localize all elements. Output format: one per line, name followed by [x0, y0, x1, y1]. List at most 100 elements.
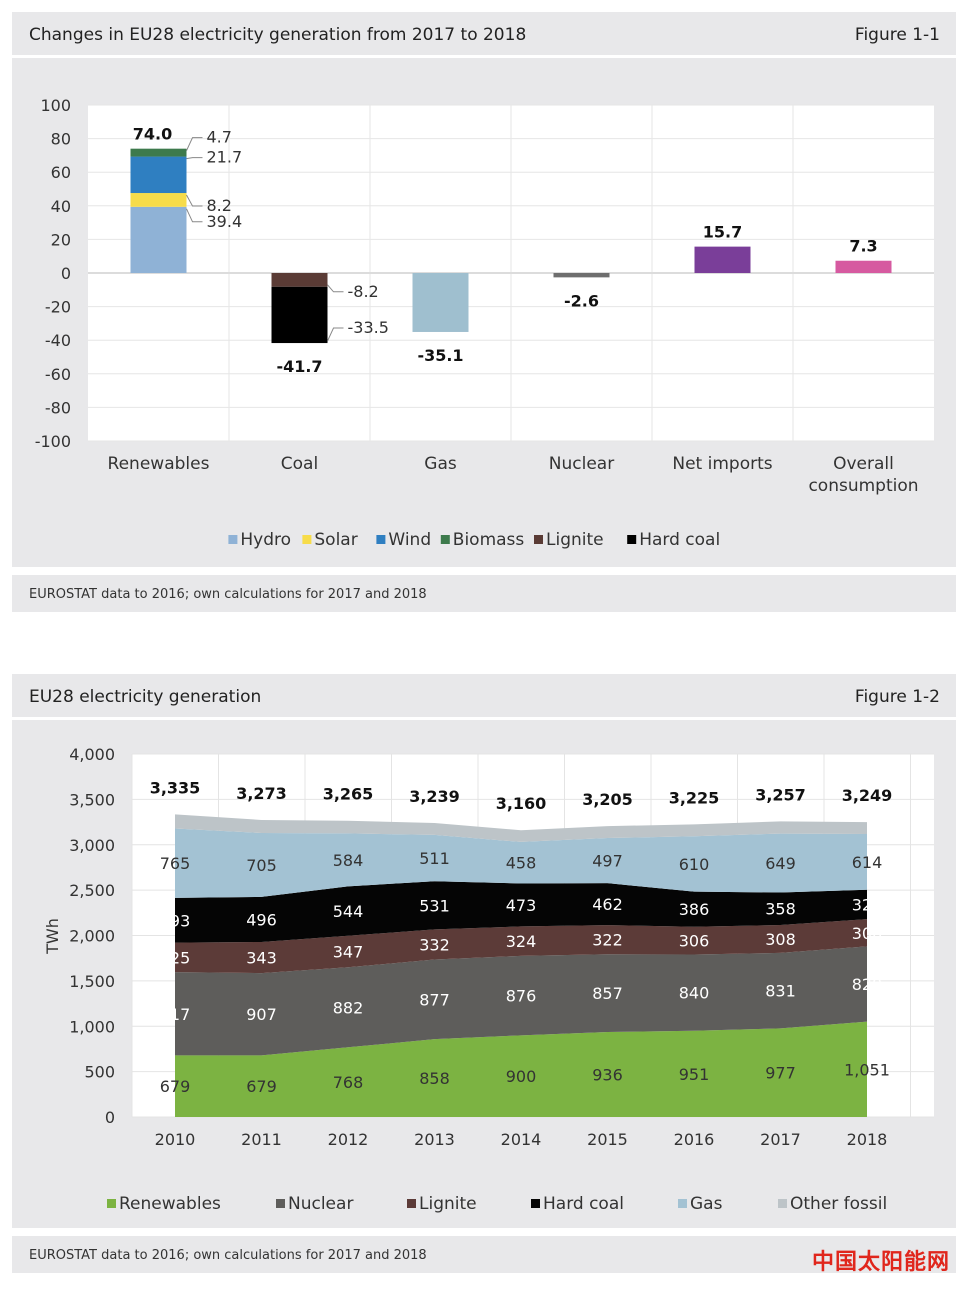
segment-value-label: 21.7 [207, 148, 243, 167]
legend-swatch [107, 1199, 116, 1208]
leader-line [327, 284, 344, 293]
area-value-label: 308 [765, 930, 796, 949]
y-tick-label: 3,000 [69, 836, 115, 855]
area-value-label: 306 [679, 932, 710, 951]
area-other-fossil [175, 814, 867, 842]
y-tick-label: 0 [61, 264, 71, 283]
area-value-label: 584 [333, 851, 364, 870]
area-value-label: 877 [419, 990, 450, 1009]
area-value-label: 473 [506, 896, 537, 915]
area-value-label: 458 [506, 854, 537, 873]
area-value-label: 324 [852, 895, 883, 914]
area-value-label: 496 [246, 910, 277, 929]
area-value-label: 876 [506, 987, 537, 1006]
figure2-label: Figure 1-2 [854, 687, 940, 707]
legend-label: Lignite [546, 530, 604, 550]
area-value-label: 347 [333, 943, 364, 962]
figure2-title: EU28 electricity generation [29, 687, 262, 707]
area-value-label: 614 [852, 853, 883, 872]
total-label: 3,265 [323, 785, 374, 804]
x-category-label: Net imports [672, 454, 772, 474]
total-label: 3,273 [236, 784, 287, 803]
area-value-label: 544 [333, 902, 364, 921]
total-label: 3,205 [582, 790, 633, 809]
legend-swatch [228, 535, 238, 544]
area-value-label: 325 [160, 948, 191, 967]
legend-swatch [302, 535, 312, 544]
area-value-label: 951 [679, 1065, 710, 1084]
area-value-label: 358 [765, 900, 796, 919]
y-tick-label: 4,000 [69, 745, 115, 764]
x-category-label: Gas [424, 454, 457, 474]
x-tick-label: 2018 [847, 1130, 888, 1149]
leader-line [327, 327, 344, 342]
area-nuclear [175, 946, 867, 1056]
legend-label: Nuclear [288, 1194, 353, 1214]
bar-segment-biomass [130, 148, 187, 157]
x-category-label: Coal [281, 454, 318, 474]
bar-segment-nuclear [553, 273, 610, 278]
area-lignite [175, 919, 867, 974]
area-value-label: 829 [852, 975, 883, 994]
segment-value-label: 8.2 [207, 196, 232, 215]
x-tick-label: 2010 [155, 1130, 196, 1149]
area-value-label: 343 [246, 949, 277, 968]
x-tick-label: 2016 [674, 1130, 715, 1149]
figure2-header: EU28 electricity generation Figure 1-2 [12, 674, 956, 720]
figure1-header: Changes in EU28 electricity generation f… [12, 12, 956, 58]
bar-total-label: 15.7 [703, 223, 742, 242]
bar-total-label: -41.7 [276, 357, 322, 376]
y-tick-label: 500 [84, 1063, 115, 1082]
segment-value-label: -33.5 [348, 318, 389, 337]
x-tick-label: 2013 [414, 1130, 455, 1149]
y-tick-label: 2,000 [69, 927, 115, 946]
legend-swatch [778, 1199, 787, 1208]
area-value-label: 705 [246, 856, 277, 875]
legend-swatch [678, 1199, 687, 1208]
area-value-label: 1,051 [844, 1060, 890, 1079]
area-chart: 4,000 3,500 3,000 2,500 2,000 1,500 1,000 500 0 T… [43, 745, 934, 1214]
legend-swatch [534, 535, 543, 544]
leader-line [186, 194, 203, 207]
figure1-label: Figure 1-1 [854, 25, 940, 45]
figure1-source: EUROSTAT data to 2016; own calculations … [29, 587, 427, 602]
area-value-label: 907 [246, 1005, 277, 1024]
watermark: 中国太阳能网 [811, 1250, 950, 1275]
bar-segment-gas [412, 273, 469, 332]
y-tick-label: 20 [51, 230, 71, 249]
area-value-label: 857 [592, 984, 623, 1003]
area-gas [175, 828, 867, 898]
bar-segment-solar [130, 193, 187, 207]
figure2-body: 4,000 3,500 3,000 2,500 2,000 1,500 1,000 500 0 T… [12, 720, 956, 1228]
area-value-label: 858 [419, 1069, 450, 1088]
segment-value-label: 4.7 [207, 128, 232, 147]
bar-total-label: -2.6 [564, 291, 599, 310]
leader-line [186, 157, 203, 160]
legend-label: Lignite [419, 1194, 477, 1214]
area-value-label: 649 [765, 854, 796, 873]
legend-swatch [627, 535, 637, 544]
area-value-label: 324 [506, 932, 537, 951]
x-tick-label: 2012 [328, 1130, 369, 1149]
segment-value-label: 39.4 [207, 212, 243, 231]
area-value-label: 531 [419, 896, 450, 915]
total-label: 3,160 [496, 794, 547, 813]
leader-line [186, 137, 203, 151]
legend-swatch [531, 1199, 540, 1208]
area-value-label: 900 [506, 1067, 537, 1086]
total-label: 3,225 [669, 788, 720, 807]
y-tick-label: -80 [45, 398, 71, 417]
bar-chart: 100 80 60 40 20 0 -20 -40 -60 -80 -100 Renewables Co… [35, 96, 934, 550]
y-tick-label: 3,500 [69, 790, 115, 809]
y-tick-label: 100 [40, 96, 71, 115]
area-renewables [175, 1021, 867, 1117]
x-category-label: Renewables [108, 454, 210, 474]
x-tick-label: 2015 [587, 1130, 628, 1149]
legend-label: Solar [314, 530, 357, 550]
bar-segment-wind [130, 156, 187, 194]
legend-label: Biomass [453, 530, 525, 550]
legend-label: Renewables [119, 1194, 221, 1214]
area-value-label: 386 [679, 900, 710, 919]
y-tick-label: 60 [51, 163, 71, 182]
area-value-label: 322 [592, 931, 623, 950]
